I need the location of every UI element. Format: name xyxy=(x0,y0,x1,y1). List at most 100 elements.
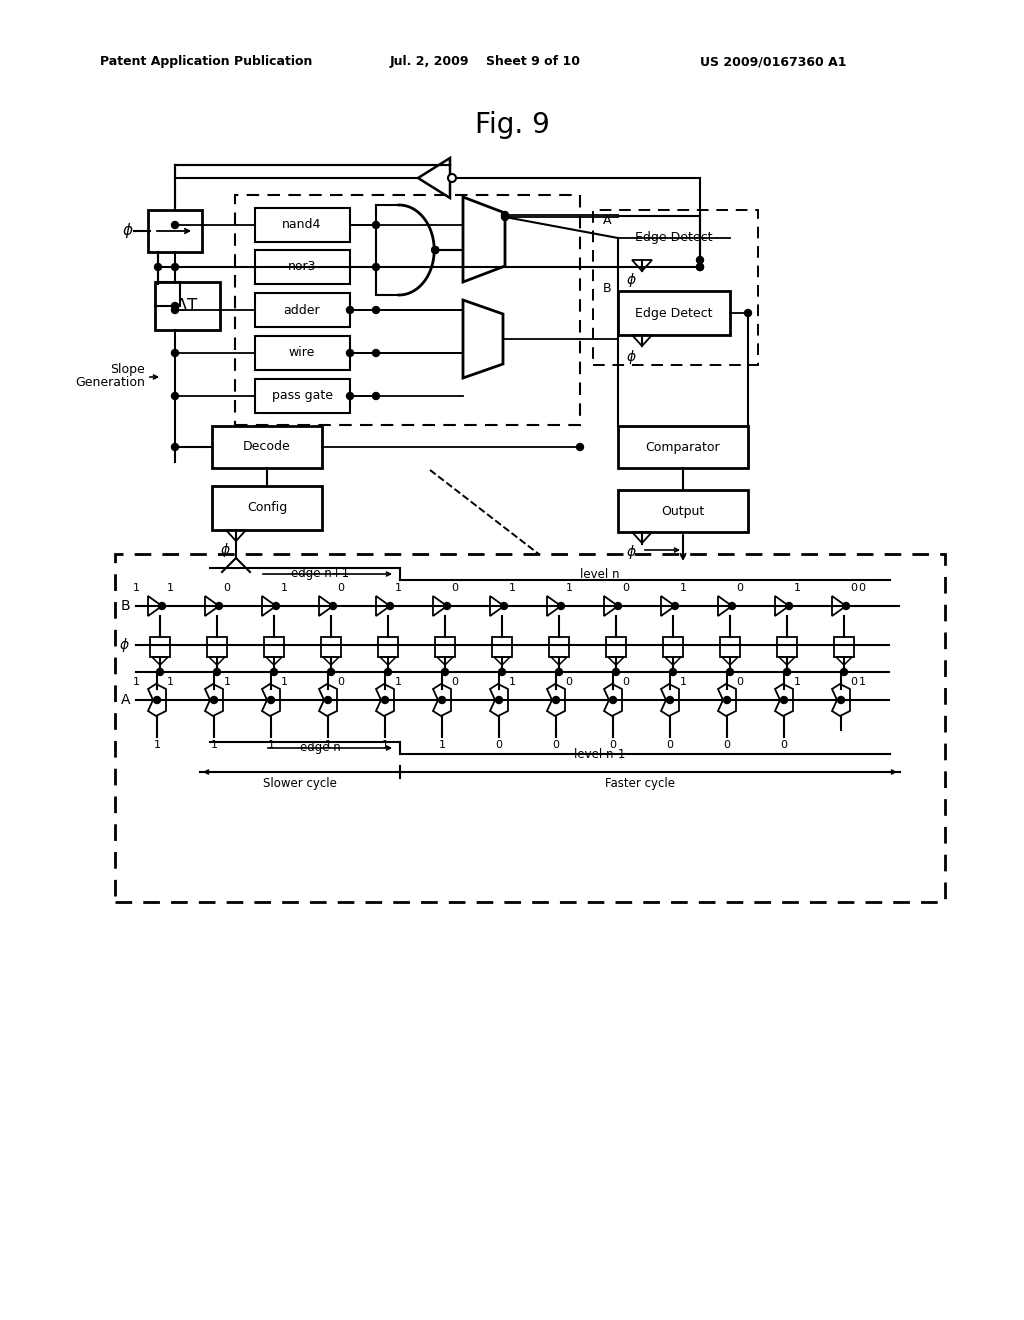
Circle shape xyxy=(696,264,703,271)
Circle shape xyxy=(728,602,735,610)
Circle shape xyxy=(670,668,677,676)
Circle shape xyxy=(171,222,178,228)
Text: 1: 1 xyxy=(132,677,139,686)
Circle shape xyxy=(171,306,178,314)
Text: B: B xyxy=(121,599,130,612)
Circle shape xyxy=(724,697,730,704)
Text: 1: 1 xyxy=(281,583,288,593)
Circle shape xyxy=(696,256,703,264)
Bar xyxy=(618,490,748,532)
Circle shape xyxy=(449,174,456,182)
Text: Edge Detect: Edge Detect xyxy=(635,231,713,244)
Text: 0: 0 xyxy=(724,741,730,750)
Bar xyxy=(378,638,398,657)
Circle shape xyxy=(501,602,508,610)
Bar xyxy=(255,379,350,413)
Text: $\phi$: $\phi$ xyxy=(220,541,230,558)
Circle shape xyxy=(171,444,178,450)
Text: level n: level n xyxy=(581,568,620,581)
Circle shape xyxy=(780,697,787,704)
Circle shape xyxy=(171,392,178,400)
Circle shape xyxy=(672,602,679,610)
Text: Output: Output xyxy=(662,504,705,517)
Text: 0: 0 xyxy=(851,677,857,686)
Text: $\phi$: $\phi$ xyxy=(626,543,637,561)
Circle shape xyxy=(373,222,380,228)
Text: $\phi$: $\phi$ xyxy=(626,348,637,366)
Text: $\phi$: $\phi$ xyxy=(120,636,130,653)
Text: 1: 1 xyxy=(680,677,686,686)
Circle shape xyxy=(346,306,353,314)
Bar xyxy=(606,638,626,657)
Text: 0: 0 xyxy=(858,583,865,593)
Circle shape xyxy=(499,668,506,676)
Circle shape xyxy=(157,668,164,676)
Circle shape xyxy=(612,668,620,676)
Bar xyxy=(618,426,748,469)
Bar xyxy=(255,337,350,370)
Text: US 2009/0167360 A1: US 2009/0167360 A1 xyxy=(700,55,847,69)
Text: 0: 0 xyxy=(623,583,630,593)
Bar xyxy=(234,195,580,425)
Text: $\phi$: $\phi$ xyxy=(122,222,134,240)
Circle shape xyxy=(841,668,848,676)
Circle shape xyxy=(155,264,162,271)
Text: 0: 0 xyxy=(452,583,459,593)
Text: 0: 0 xyxy=(565,677,572,686)
Text: 1: 1 xyxy=(794,583,801,593)
Bar xyxy=(255,209,350,242)
Circle shape xyxy=(386,602,393,610)
Circle shape xyxy=(432,247,438,253)
Circle shape xyxy=(502,211,509,219)
Circle shape xyxy=(325,697,332,704)
Circle shape xyxy=(496,697,503,704)
Bar xyxy=(255,293,350,327)
Bar xyxy=(549,638,569,657)
Text: edge n: edge n xyxy=(300,742,340,755)
Circle shape xyxy=(843,602,850,610)
Circle shape xyxy=(696,264,703,271)
Text: 0: 0 xyxy=(452,677,459,686)
Text: 0: 0 xyxy=(496,741,503,750)
Text: 1: 1 xyxy=(794,677,801,686)
Circle shape xyxy=(171,350,178,356)
Text: 1: 1 xyxy=(565,583,572,593)
Circle shape xyxy=(267,697,274,704)
Text: 1: 1 xyxy=(509,583,515,593)
Circle shape xyxy=(577,444,584,450)
Text: wire: wire xyxy=(289,346,315,359)
Text: Slower cycle: Slower cycle xyxy=(263,777,337,791)
Text: 0: 0 xyxy=(780,741,787,750)
Text: Decode: Decode xyxy=(243,441,291,454)
Text: 1: 1 xyxy=(267,741,274,750)
Circle shape xyxy=(744,309,752,317)
Circle shape xyxy=(609,697,616,704)
Circle shape xyxy=(270,668,278,676)
Text: 0: 0 xyxy=(851,583,857,593)
Bar xyxy=(148,210,202,252)
Circle shape xyxy=(373,392,380,400)
Bar xyxy=(834,638,854,657)
Text: Slope: Slope xyxy=(111,363,145,376)
Bar xyxy=(618,290,730,335)
Text: nor3: nor3 xyxy=(288,260,316,273)
Circle shape xyxy=(667,697,674,704)
Circle shape xyxy=(330,602,337,610)
Circle shape xyxy=(557,602,564,610)
Text: 0: 0 xyxy=(623,677,630,686)
Text: 0: 0 xyxy=(223,583,230,593)
Circle shape xyxy=(159,602,166,610)
Text: 1: 1 xyxy=(509,677,515,686)
Bar xyxy=(207,638,227,657)
Text: Edge Detect: Edge Detect xyxy=(635,306,713,319)
Circle shape xyxy=(438,697,445,704)
Text: 0: 0 xyxy=(736,583,743,593)
Text: edge n+1: edge n+1 xyxy=(291,568,349,581)
Text: 0: 0 xyxy=(736,677,743,686)
Circle shape xyxy=(502,214,509,220)
Text: A: A xyxy=(121,693,130,708)
Circle shape xyxy=(441,668,449,676)
Text: Patent Application Publication: Patent Application Publication xyxy=(100,55,312,69)
Text: 1: 1 xyxy=(680,583,686,593)
Circle shape xyxy=(443,602,451,610)
